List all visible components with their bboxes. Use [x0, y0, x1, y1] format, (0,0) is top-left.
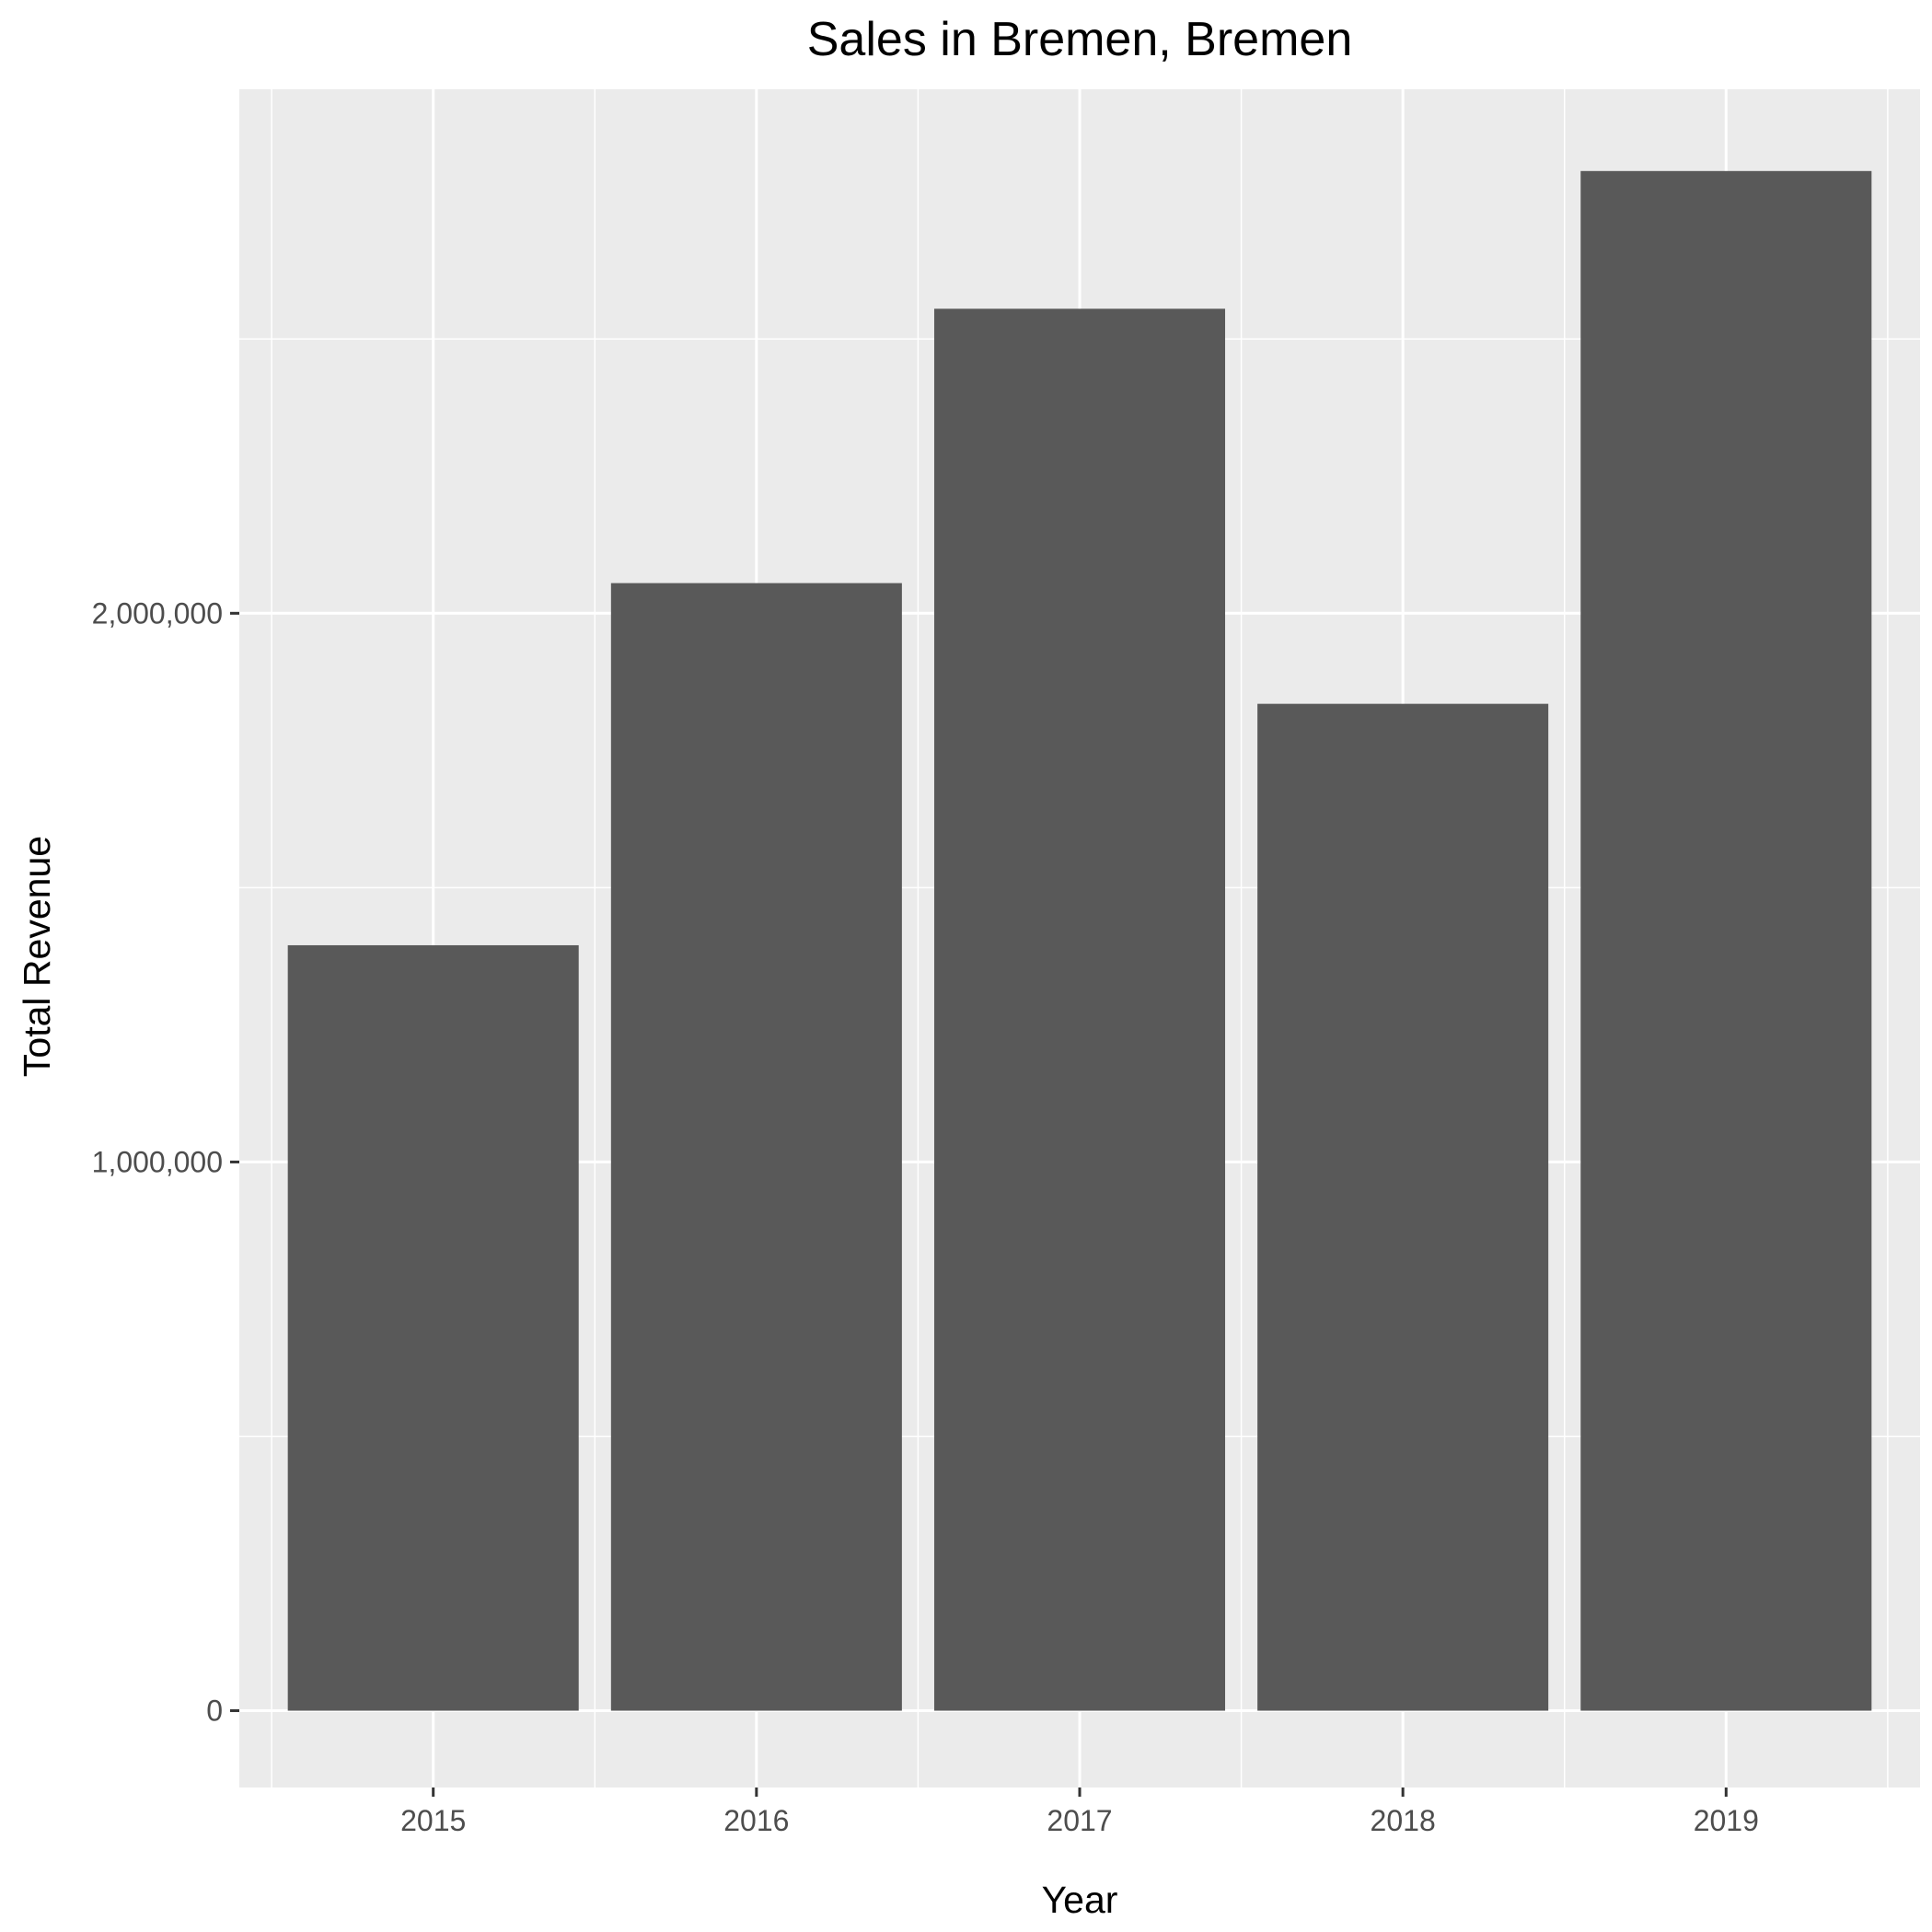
x-tick-label: 2019 [1694, 1804, 1759, 1837]
x-tick-label: 2015 [400, 1804, 466, 1837]
x-tick-label: 2018 [1371, 1804, 1436, 1837]
bar-2017 [933, 308, 1226, 1711]
y-tick-label: 2,000,000 [92, 596, 223, 630]
bar-2016 [610, 583, 902, 1711]
chart-title: Sales in Bremen, Bremen [807, 13, 1353, 66]
bar-2015 [287, 944, 579, 1711]
bar-2018 [1257, 703, 1549, 1711]
bars [287, 170, 1872, 1711]
y-tick-label: 0 [206, 1695, 223, 1728]
x-axis: 2015 2016 2017 2018 2019 [400, 1787, 1759, 1837]
bar-2019 [1580, 170, 1872, 1711]
x-tick-label: 2017 [1047, 1804, 1112, 1837]
x-tick-label: 2016 [723, 1804, 789, 1837]
y-tick-label: 1,000,000 [92, 1145, 223, 1178]
y-axis: 0 1,000,000 2,000,000 [92, 596, 239, 1728]
x-axis-title: Year [1042, 1879, 1118, 1921]
y-axis-title: Total Revenue [16, 836, 58, 1077]
